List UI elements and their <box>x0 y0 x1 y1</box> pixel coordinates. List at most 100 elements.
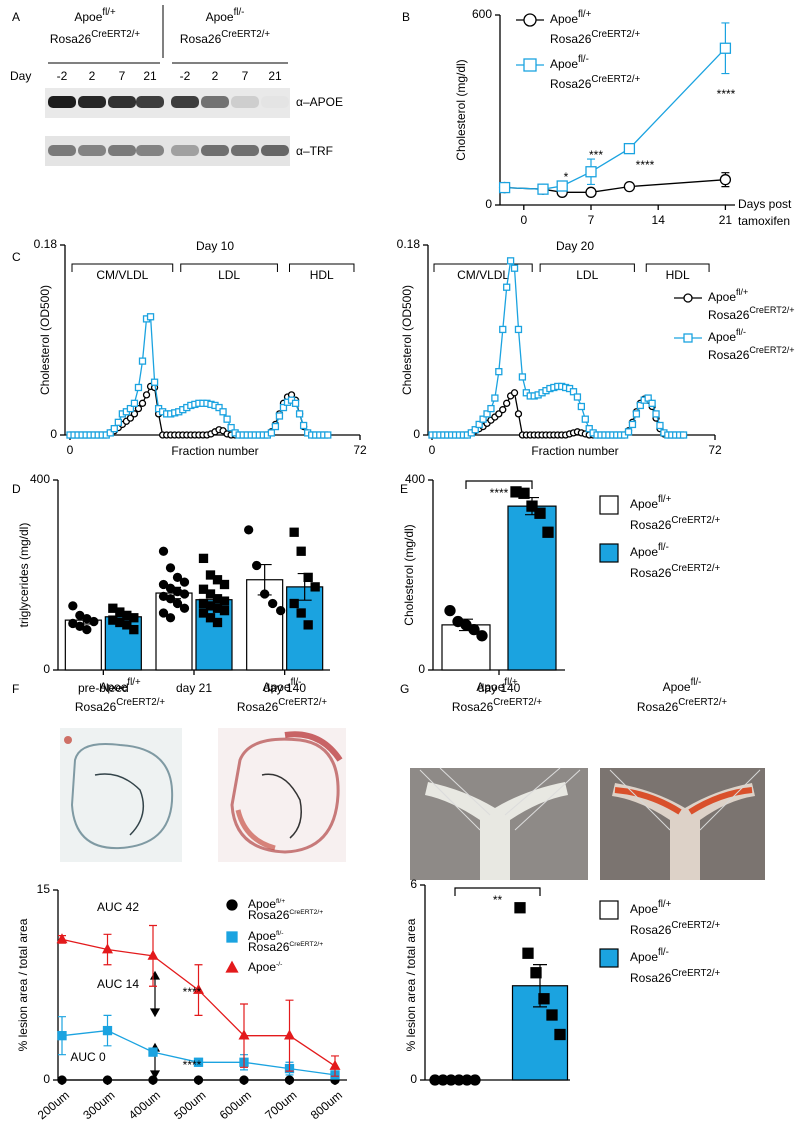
legend-marker <box>226 931 238 943</box>
data-point <box>577 402 586 411</box>
genotype-base: Apoe <box>663 680 691 694</box>
series-line <box>504 47 726 190</box>
data-point <box>284 1029 295 1040</box>
genotype-label: Apoefl/- <box>630 947 669 964</box>
y-tick-label: 0 <box>413 427 420 441</box>
data-point <box>114 418 122 426</box>
genotype-label: Rosa26CreERT2/+ <box>452 697 543 714</box>
data-point <box>498 181 511 194</box>
data-point <box>530 967 542 979</box>
data-point <box>165 613 176 623</box>
x-tick-label: 200um <box>35 1088 72 1122</box>
genotype-base: Rosa26 <box>248 908 290 922</box>
genotype-sup: CreERT2/+ <box>678 697 727 708</box>
data-point <box>147 949 159 960</box>
y-tick-label: 0 <box>410 1072 417 1086</box>
genotype-label: Apoefl/- <box>708 327 746 344</box>
genotype-sup: CreERT2/+ <box>278 697 327 708</box>
blot-band <box>231 145 259 156</box>
data-point <box>585 186 597 198</box>
data-point <box>623 180 636 193</box>
data-point <box>514 410 523 418</box>
blot-band <box>108 145 136 156</box>
data-point <box>158 608 169 618</box>
data-point <box>648 399 656 407</box>
data-point <box>148 1047 158 1057</box>
genotype-label: Rosa26CreERT2/+ <box>248 940 323 954</box>
fraction-bracket <box>645 263 710 272</box>
y-tick-label: 0 <box>418 662 425 676</box>
data-point <box>134 404 143 413</box>
data-point <box>238 1029 250 1040</box>
data-point <box>219 596 230 606</box>
genotype-label: Apoe-/- <box>248 960 282 974</box>
genotype-sup: fl/- <box>691 677 702 688</box>
blot-band <box>201 96 229 108</box>
blot-band <box>171 96 199 108</box>
genotype-base: Rosa26 <box>550 32 592 46</box>
data-point <box>495 368 503 376</box>
blot-band <box>231 96 259 108</box>
data-point <box>268 598 278 609</box>
data-point <box>469 1074 481 1086</box>
blot-band <box>261 96 289 108</box>
data-point <box>534 507 546 519</box>
lane-day: 7 <box>119 69 126 83</box>
lane-day: 2 <box>89 69 96 83</box>
data-point <box>518 487 530 499</box>
fraction-label: CM/VLDL <box>457 268 509 282</box>
data-point <box>518 373 527 381</box>
data-point <box>172 572 183 583</box>
legend-swatch <box>599 495 619 515</box>
data-point <box>68 601 78 611</box>
genotype-base: Apoe <box>206 10 234 24</box>
data-point <box>526 500 538 512</box>
x-tick-label: 600um <box>217 1088 254 1122</box>
genotype-label: Rosa26CreERT2/+ <box>630 563 721 580</box>
genotype-base: Apoe <box>550 57 578 71</box>
genotype-base: Apoe <box>630 902 658 916</box>
blot-day-label: Day <box>10 69 31 83</box>
annotation: *** <box>589 148 603 162</box>
data-point <box>679 431 688 439</box>
data-point <box>569 388 578 396</box>
data-point <box>475 420 483 429</box>
genotype-base: Apoe <box>630 497 658 511</box>
lane-day: 7 <box>242 69 249 83</box>
data-point <box>487 404 495 413</box>
chart-title: Day 10 <box>196 239 234 253</box>
data-point <box>158 546 169 556</box>
genotype-base: Rosa26 <box>630 566 672 580</box>
data-point <box>719 174 732 186</box>
data-point <box>130 399 139 407</box>
data-point <box>165 594 176 604</box>
genotype-label: Apoefl/- <box>630 542 669 559</box>
genotype-label: Apoefl/- <box>248 929 284 943</box>
x-tick-label: 500um <box>171 1088 208 1122</box>
genotype-base: Rosa26 <box>550 77 592 91</box>
genotype-sup: CreERT2/+ <box>671 563 720 574</box>
comparison-arrow <box>149 970 161 1080</box>
panel-label: C <box>12 250 21 264</box>
data-point <box>284 1075 295 1085</box>
genotype-label: Rosa26CreERT2/+ <box>237 697 328 714</box>
blot-band <box>48 145 76 156</box>
data-point <box>129 613 139 623</box>
y-axis-label: Cholesterol (mg/dl) <box>454 59 468 160</box>
x-axis-label: Fraction number <box>531 444 618 458</box>
data-point <box>514 325 523 334</box>
y-tick-label: 0 <box>43 1072 50 1086</box>
genotype-sup: fl/+ <box>658 494 672 505</box>
legend-marker <box>225 960 239 973</box>
legend-marker <box>226 899 238 911</box>
genotype-label: Apoefl/- <box>550 54 589 71</box>
genotype-sup: fl/- <box>658 947 669 958</box>
genotype-sup: CreERT2/+ <box>749 345 794 355</box>
genotype-base: Rosa26 <box>237 700 279 714</box>
genotype-sup: fl/+ <box>736 287 748 297</box>
band-label: α–APOE <box>296 95 343 109</box>
blot-band <box>136 96 164 108</box>
genotype-label: Apoefl/+ <box>74 7 116 24</box>
genotype-sup: fl/+ <box>102 7 116 18</box>
legend-swatch <box>599 900 619 920</box>
